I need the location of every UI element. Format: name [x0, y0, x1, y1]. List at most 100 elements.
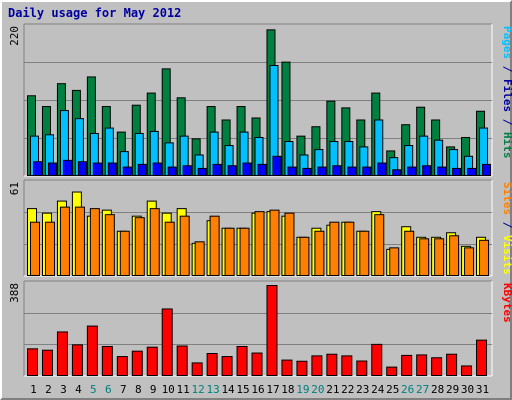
- bar-sites-20: [314, 230, 325, 277]
- bar-kbytes-6: [101, 345, 113, 376]
- bar-sites-10: [164, 221, 175, 277]
- day-label-23: 23: [356, 383, 369, 396]
- max-label-middle: 61: [8, 182, 21, 195]
- legend-entry: /: [501, 215, 512, 235]
- bar-pages-6: [107, 162, 117, 177]
- bar-pages-14: [227, 165, 237, 176]
- day-label-22: 22: [341, 383, 354, 396]
- bar-sites-5: [89, 208, 100, 276]
- bar-kbytes-1: [27, 348, 38, 376]
- day-label-19: 19: [296, 383, 309, 396]
- axis-legend-top: Pages / Files / Hits: [501, 26, 512, 159]
- bar-sites-3: [59, 206, 70, 277]
- bar-pages-29: [452, 167, 462, 177]
- day-label-11: 11: [177, 383, 190, 396]
- day-label-10: 10: [162, 383, 175, 396]
- axis-legend-bottom: KBytes: [501, 283, 512, 323]
- bar-sites-8: [134, 217, 145, 276]
- day-label-1: 1: [30, 383, 37, 396]
- bar-kbytes-23: [356, 360, 368, 377]
- bar-sites-29: [449, 235, 460, 276]
- day-label-6: 6: [105, 383, 112, 396]
- bar-sites-7: [119, 230, 130, 277]
- bar-sites-9: [149, 208, 160, 276]
- bar-pages-10: [167, 166, 177, 176]
- bar-pages-24: [377, 162, 387, 177]
- day-label-7: 7: [120, 383, 127, 396]
- bar-kbytes-25: [386, 366, 398, 377]
- day-label-18: 18: [281, 383, 294, 396]
- bar-pages-15: [242, 162, 252, 177]
- bar-kbytes-28: [431, 357, 443, 377]
- bar-sites-12: [194, 241, 205, 277]
- bar-kbytes-13: [206, 353, 218, 377]
- bar-kbytes-19: [296, 360, 308, 377]
- day-label-4: 4: [75, 383, 82, 396]
- bar-pages-18: [287, 166, 297, 176]
- bar-kbytes-30: [461, 365, 473, 376]
- bar-sites-11: [179, 215, 190, 277]
- legend-entry: Pages: [501, 26, 512, 59]
- bar-pages-2: [47, 162, 57, 177]
- bar-kbytes-24: [371, 343, 383, 377]
- day-label-17: 17: [266, 383, 279, 396]
- bar-sites-19: [299, 236, 310, 276]
- bar-pages-25: [392, 169, 402, 176]
- legend-entry: Visits: [501, 235, 512, 275]
- day-label-2: 2: [45, 383, 52, 396]
- bar-pages-9: [152, 162, 162, 177]
- day-label-21: 21: [326, 383, 339, 396]
- bar-sites-22: [344, 221, 355, 277]
- day-label-24: 24: [371, 383, 385, 396]
- bar-kbytes-11: [176, 345, 188, 377]
- day-label-27: 27: [416, 383, 429, 396]
- bar-sites-16: [254, 211, 265, 276]
- day-label-29: 29: [446, 383, 459, 396]
- bar-sites-13: [209, 215, 220, 277]
- bar-pages-1: [33, 161, 42, 176]
- bar-pages-11: [182, 165, 192, 176]
- axis-legend-middle: Sites / Visits: [501, 182, 512, 275]
- day-label-26: 26: [401, 383, 414, 396]
- day-label-16: 16: [251, 383, 264, 396]
- bar-kbytes-10: [161, 308, 173, 377]
- bar-kbytes-27: [416, 354, 428, 376]
- bar-kbytes-18: [281, 359, 293, 377]
- bar-pages-13: [212, 163, 222, 177]
- bar-sites-18: [284, 212, 295, 276]
- bar-kbytes-17: [266, 285, 278, 376]
- day-label-15: 15: [236, 383, 249, 396]
- day-label-8: 8: [135, 383, 142, 396]
- bar-pages-8: [137, 163, 147, 177]
- bar-kbytes-26: [401, 354, 413, 377]
- bar-sites-24: [374, 214, 385, 277]
- bar-kbytes-3: [56, 331, 68, 376]
- bar-sites-31: [479, 239, 490, 277]
- bar-sites-17: [269, 209, 280, 276]
- day-label-13: 13: [206, 383, 219, 396]
- bar-sites-1: [30, 221, 40, 277]
- bar-kbytes-4: [71, 344, 83, 376]
- bar-sites-26: [404, 230, 415, 277]
- chart-title: Daily usage for May 2012: [8, 6, 182, 20]
- bar-kbytes-16: [251, 352, 263, 376]
- bar-pages-23: [362, 166, 372, 176]
- bar-kbytes-5: [86, 325, 98, 376]
- bar-sites-27: [419, 238, 430, 276]
- max-label-bottom: 388: [8, 283, 21, 303]
- bar-pages-19: [302, 167, 312, 177]
- bar-kbytes-15: [236, 345, 248, 376]
- day-label-20: 20: [311, 383, 324, 396]
- day-label-25: 25: [386, 383, 399, 396]
- bar-pages-7: [122, 166, 132, 176]
- bar-kbytes-12: [191, 362, 203, 377]
- bar-sites-23: [359, 230, 370, 277]
- bar-pages-3: [62, 159, 72, 176]
- bar-sites-14: [224, 227, 235, 276]
- bar-kbytes-14: [221, 356, 233, 376]
- bar-kbytes-7: [116, 356, 128, 376]
- legend-entry: Sites: [501, 182, 512, 215]
- bar-pages-16: [257, 163, 267, 177]
- bar-kbytes-31: [476, 339, 488, 377]
- bar-pages-20: [317, 166, 327, 176]
